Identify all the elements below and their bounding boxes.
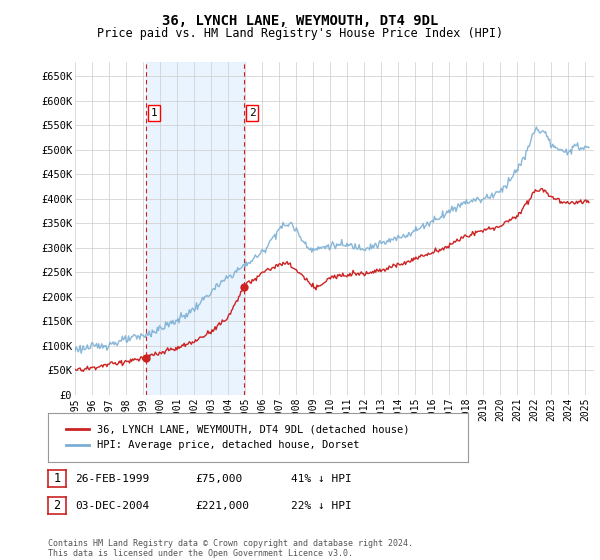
Text: 2: 2	[53, 499, 61, 512]
Legend: 36, LYNCH LANE, WEYMOUTH, DT4 9DL (detached house), HPI: Average price, detached: 36, LYNCH LANE, WEYMOUTH, DT4 9DL (detac…	[62, 421, 413, 454]
Text: 36, LYNCH LANE, WEYMOUTH, DT4 9DL: 36, LYNCH LANE, WEYMOUTH, DT4 9DL	[162, 14, 438, 28]
Bar	[146, 62, 244, 395]
Text: 26-FEB-1999: 26-FEB-1999	[75, 474, 149, 484]
Text: Contains HM Land Registry data © Crown copyright and database right 2024.
This d: Contains HM Land Registry data © Crown c…	[48, 539, 413, 558]
Text: 03-DEC-2004: 03-DEC-2004	[75, 501, 149, 511]
Text: 1: 1	[53, 472, 61, 486]
Text: 1: 1	[151, 108, 157, 118]
Text: £75,000: £75,000	[195, 474, 242, 484]
Text: 2: 2	[249, 108, 256, 118]
Text: Price paid vs. HM Land Registry's House Price Index (HPI): Price paid vs. HM Land Registry's House …	[97, 27, 503, 40]
Text: £221,000: £221,000	[195, 501, 249, 511]
Text: 41% ↓ HPI: 41% ↓ HPI	[291, 474, 352, 484]
Text: 22% ↓ HPI: 22% ↓ HPI	[291, 501, 352, 511]
